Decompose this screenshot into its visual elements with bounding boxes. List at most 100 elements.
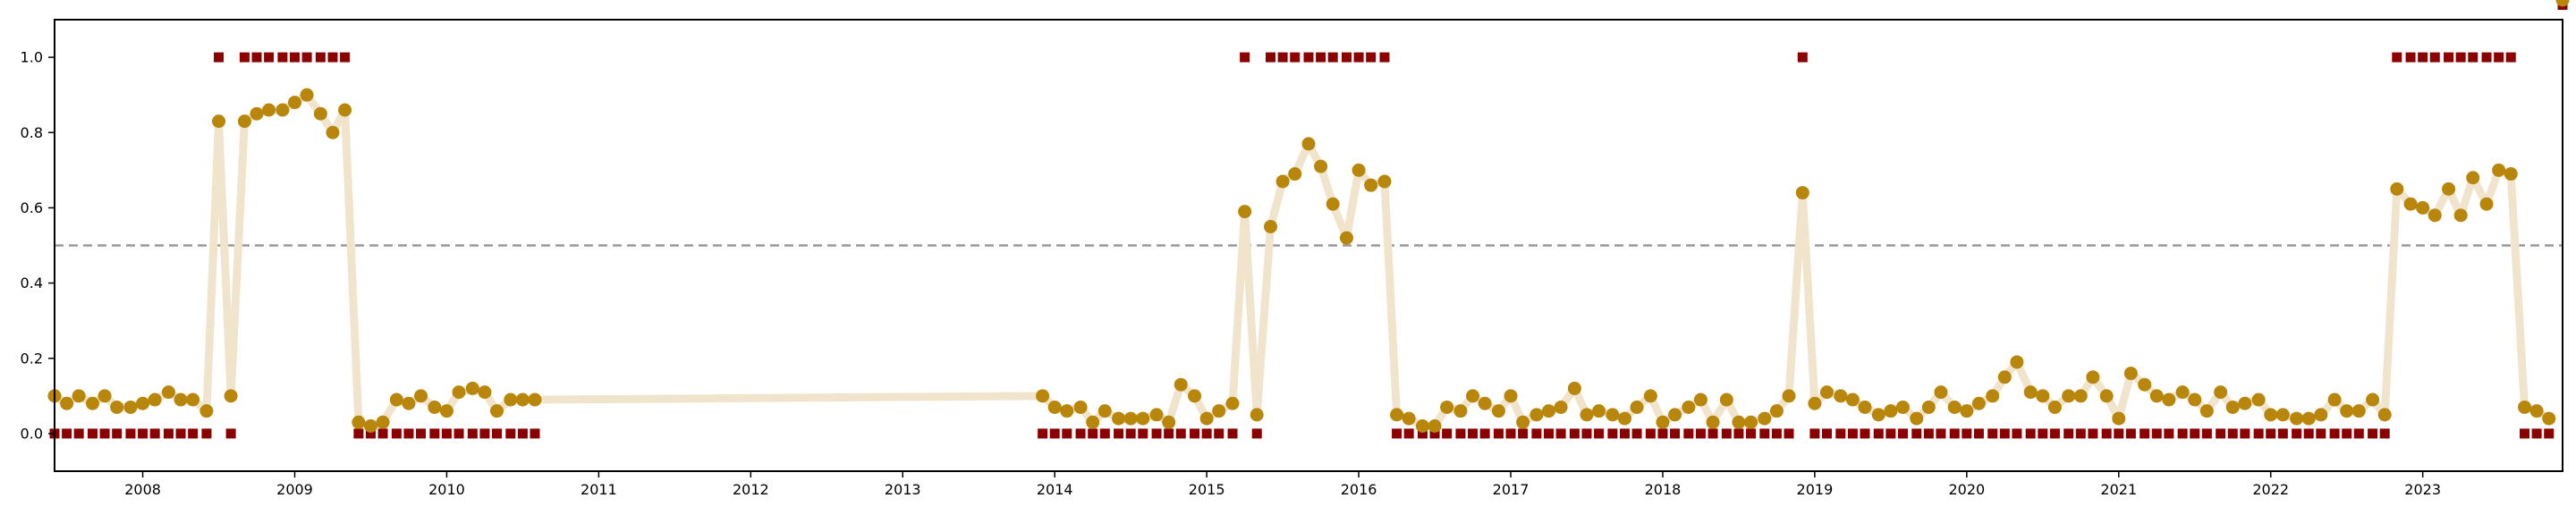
label-marker xyxy=(2531,428,2542,439)
label-marker xyxy=(1417,428,1428,439)
label-marker xyxy=(1555,428,1566,439)
probability-point xyxy=(1352,163,1366,177)
probability-point xyxy=(2162,393,2176,407)
label-marker xyxy=(1455,428,1466,439)
label-marker xyxy=(2114,428,2124,439)
label-marker xyxy=(1797,52,1808,63)
label-marker xyxy=(1038,428,1048,439)
probability-point xyxy=(313,106,327,121)
probability-point xyxy=(376,415,390,429)
label-marker xyxy=(125,428,136,439)
probability-point xyxy=(1288,167,1302,182)
label-marker xyxy=(175,428,186,439)
label-marker xyxy=(1266,52,1276,63)
probability-point xyxy=(2062,389,2076,403)
probability-point xyxy=(2542,411,2556,426)
probability-point xyxy=(1036,389,1050,403)
label-marker xyxy=(1746,428,1757,439)
y-tick-label: 0.4 xyxy=(21,274,43,291)
probability-point xyxy=(428,400,442,414)
label-marker xyxy=(441,428,452,439)
label-marker xyxy=(1505,428,1516,439)
label-marker xyxy=(2368,428,2378,439)
label-marker xyxy=(1468,428,1479,439)
label-marker xyxy=(1885,428,1896,439)
label-marker xyxy=(225,428,236,439)
probability-point xyxy=(389,393,403,407)
label-marker xyxy=(1479,428,1490,439)
probability-point xyxy=(2188,393,2202,407)
probability-point xyxy=(2453,208,2468,223)
probability-point xyxy=(2492,163,2506,177)
label-marker xyxy=(2151,428,2162,439)
probability-point xyxy=(85,396,99,410)
label-marker xyxy=(112,428,123,439)
probability-point xyxy=(1910,411,1924,426)
probability-point xyxy=(1617,411,1631,426)
x-tick-label: 2014 xyxy=(1037,481,1073,498)
label-marker xyxy=(188,428,199,439)
probability-point xyxy=(2023,385,2038,400)
label-marker xyxy=(2240,428,2250,439)
label-marker xyxy=(239,52,250,63)
probability-point xyxy=(1047,400,1062,414)
probability-point xyxy=(1542,404,1555,418)
probability-point xyxy=(2366,393,2380,407)
label-marker xyxy=(1999,428,2010,439)
probability-point xyxy=(2504,167,2518,182)
probability-point xyxy=(224,389,238,403)
label-marker xyxy=(353,428,364,439)
label-marker xyxy=(1670,428,1681,439)
probability-point xyxy=(1819,385,1834,400)
label-marker xyxy=(1973,428,1984,439)
label-marker xyxy=(163,428,174,439)
y-tick-label: 0.0 xyxy=(21,425,43,442)
probability-point xyxy=(1136,411,1150,426)
probability-point xyxy=(1466,389,1480,403)
label-marker xyxy=(505,428,516,439)
axes-layer: 2008 2009 2010 2011 2012 2013 2014 2015 2016 2017… xyxy=(21,19,2563,498)
label-marker xyxy=(1936,428,1946,439)
label-marker xyxy=(1062,428,1072,439)
label-marker xyxy=(1897,428,1908,439)
probability-point xyxy=(1580,408,1594,422)
label-marker xyxy=(1683,428,1694,439)
label-marker xyxy=(1835,428,1846,439)
probability-point xyxy=(1795,186,1809,200)
probability-point xyxy=(2175,385,2190,400)
label-marker xyxy=(1125,428,1136,439)
label-marker xyxy=(2379,428,2390,439)
label-marker xyxy=(1316,52,1326,63)
probability-point xyxy=(2138,377,2152,392)
label-marker xyxy=(1403,428,1414,439)
label-marker xyxy=(1873,428,1884,439)
label-marker xyxy=(1581,428,1592,439)
label-marker xyxy=(1733,428,1744,439)
label-marker xyxy=(1771,428,1782,439)
label-marker xyxy=(2140,428,2150,439)
probability-point xyxy=(1834,389,1848,403)
probability-point xyxy=(1871,408,1885,422)
series-line xyxy=(50,90,2554,430)
label-marker xyxy=(62,428,72,439)
label-marker xyxy=(2012,428,2022,439)
probability-point xyxy=(2264,408,2278,422)
label-marker xyxy=(2468,52,2479,63)
probability-point xyxy=(2301,411,2316,426)
label-marker xyxy=(1075,428,1086,439)
probability-point xyxy=(199,404,214,418)
probability-point xyxy=(300,88,314,102)
label-marker xyxy=(251,52,262,63)
label-marker xyxy=(277,52,288,63)
probability-point xyxy=(2340,404,2354,418)
label-marker xyxy=(327,52,338,63)
probability-point xyxy=(2518,400,2532,414)
label-marker xyxy=(1327,52,1338,63)
probability-point xyxy=(2199,404,2214,418)
x-tick-label: 2010 xyxy=(428,481,465,498)
probability-point xyxy=(1858,400,1872,414)
label-marker xyxy=(1251,428,1262,439)
label-marker xyxy=(467,428,478,439)
label-marker xyxy=(1379,52,1390,63)
